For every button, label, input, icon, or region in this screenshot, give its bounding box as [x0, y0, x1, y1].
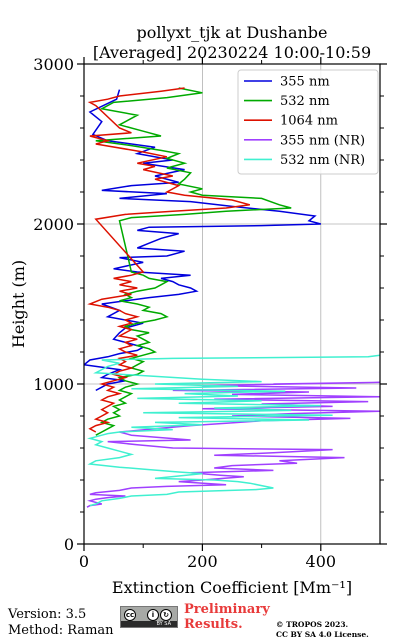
- legend-label: 532 nm: [280, 94, 330, 109]
- legend-label: 355 nm (NR): [280, 133, 365, 148]
- cc-license-badge: cc i ↻ BY SA: [120, 606, 178, 628]
- legend-box: [237, 69, 379, 175]
- y-tick-label: 3000: [33, 55, 74, 74]
- legend-label: 532 nm (NR): [280, 153, 365, 168]
- chart: 0 200 400 0 1000 2000 3000 pollyxt_tjk at Dush…: [9, 23, 387, 597]
- y-tick-label: 0: [64, 535, 74, 554]
- copyright-line-2: CC BY SA 4.0 License.: [276, 630, 369, 639]
- chart-subtitle: [Averaged] 20230224 10:00-10:59: [93, 43, 371, 62]
- x-axis-label: Extinction Coefficient [Mm⁻¹]: [112, 578, 352, 597]
- version-info: Version: 3.5 Method: Raman: [8, 607, 114, 639]
- x-tick-label: 0: [79, 552, 89, 571]
- cc-badge-label: BY SA: [156, 621, 172, 627]
- series-line-2: [95, 87, 292, 436]
- by-icon: i: [147, 609, 159, 621]
- series-line-1: [84, 89, 321, 392]
- series-layer: [84, 87, 380, 508]
- x-tick-label: 200: [187, 552, 218, 571]
- y-tick-label: 2000: [33, 215, 74, 234]
- preliminary-line-1: Preliminary: [184, 602, 270, 617]
- chart-title: pollyxt_tjk at Dushanbe: [136, 23, 327, 42]
- copyright-line-1: © TROPOS 2023.: [276, 620, 349, 629]
- series-line-4: [86, 381, 380, 508]
- x-tick-label: 400: [306, 552, 337, 571]
- version-text: Version: 3.5: [8, 607, 87, 622]
- preliminary-results-label: Preliminary Results.: [184, 602, 270, 632]
- cc-icon: cc: [124, 609, 136, 621]
- legend-label: 1064 nm: [280, 114, 338, 129]
- preliminary-line-2: Results.: [184, 617, 243, 632]
- legend-label: 355 nm: [280, 75, 330, 90]
- series-line-3: [87, 87, 250, 433]
- legend: 355 nm 532 nm 1064 nm 355 nm (NR) 532 nm (NR…: [237, 69, 379, 175]
- ticks-layer: 0 200 400 0 1000 2000 3000: [33, 55, 387, 571]
- method-text: Method: Raman: [8, 623, 114, 638]
- y-tick-label: 1000: [33, 375, 74, 394]
- sa-icon: ↻: [160, 609, 172, 621]
- y-axis-label: Height (m): [9, 260, 28, 348]
- copyright-notice: © TROPOS 2023. CC BY SA 4.0 License.: [276, 620, 369, 640]
- plot-frame: [83, 63, 381, 545]
- series-line-5: [87, 354, 380, 507]
